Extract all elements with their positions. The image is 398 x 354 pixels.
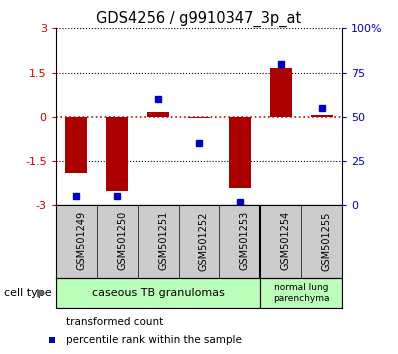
Text: GSM501253: GSM501253 — [240, 211, 250, 270]
Text: ▶: ▶ — [37, 288, 45, 298]
Bar — [188, 117, 210, 118]
Bar — [147, 113, 169, 117]
Text: caseous TB granulomas: caseous TB granulomas — [92, 288, 224, 298]
Text: percentile rank within the sample: percentile rank within the sample — [66, 335, 242, 344]
Text: GSM501251: GSM501251 — [158, 211, 168, 270]
Text: GSM501249: GSM501249 — [76, 211, 86, 270]
Bar — [65, 117, 88, 173]
Text: GSM501255: GSM501255 — [322, 211, 332, 270]
Text: GSM501250: GSM501250 — [117, 211, 127, 270]
Text: normal lung
parenchyma: normal lung parenchyma — [273, 283, 330, 303]
Title: GDS4256 / g9910347_3p_at: GDS4256 / g9910347_3p_at — [96, 11, 302, 27]
Text: GSM501254: GSM501254 — [281, 211, 291, 270]
Text: transformed count: transformed count — [66, 318, 163, 327]
Bar — [106, 117, 129, 190]
Bar — [56, 278, 260, 308]
Text: GSM501252: GSM501252 — [199, 211, 209, 270]
Text: cell type: cell type — [4, 288, 52, 298]
Bar — [260, 278, 342, 308]
Bar — [229, 117, 251, 188]
Bar — [310, 115, 333, 117]
Bar — [269, 68, 292, 117]
